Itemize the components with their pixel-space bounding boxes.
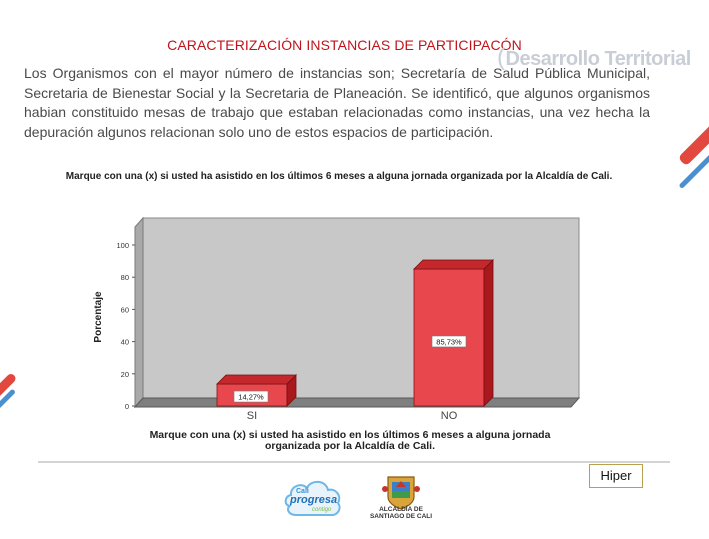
alcaldia-text: ALCALDÍA DE SANTIAGO DE CALI [369,506,433,520]
y-axis-label: Porcentaje [93,291,104,343]
data-label-no: 85,73% [436,337,462,346]
cali-word: Cali [296,488,309,495]
data-label-box [233,390,269,403]
y-tick-label: 100 [116,241,129,250]
chart-back-wall [142,217,580,399]
chart-floor [133,397,581,408]
y-tick-label: 80 [121,273,129,282]
y-tick-label: 40 [121,338,129,347]
x-category-label: SI [247,410,257,422]
bar-top-no [413,259,494,270]
data-label-si: 14,27% [238,392,264,401]
y-tick-label: 0 [125,402,129,411]
progresa-word: progresa [289,494,337,506]
desarrollo-territorial-watermark: (Desarrollo Territorial [497,44,691,71]
bar-side-no [483,259,494,407]
x-category-label: NO [441,410,458,422]
chart-top-title: Marque con una (x) si usted ha asistido … [65,171,613,182]
footer-divider [38,461,670,463]
description-paragraph: Los Organismos con el mayor número de in… [24,65,650,140]
hiper-button[interactable]: Hiper [589,464,643,488]
data-label-box [431,335,467,348]
chart-bottom-title: Marque con una (x) si usted ha asistido … [149,429,551,452]
chart-side-wall [134,216,144,409]
contigo-word: contigo [312,507,332,513]
cali-progresa-logo: Cali progresa contigo [284,480,341,517]
alcaldia-shield-icon [382,476,420,510]
slide-title: CARACTERIZACIÓN INSTANCIAS DE PARTICIPAC… [167,37,522,53]
y-tick-label: 60 [121,305,129,314]
bar-top-si [216,374,297,385]
y-tick-label: 20 [121,370,129,379]
